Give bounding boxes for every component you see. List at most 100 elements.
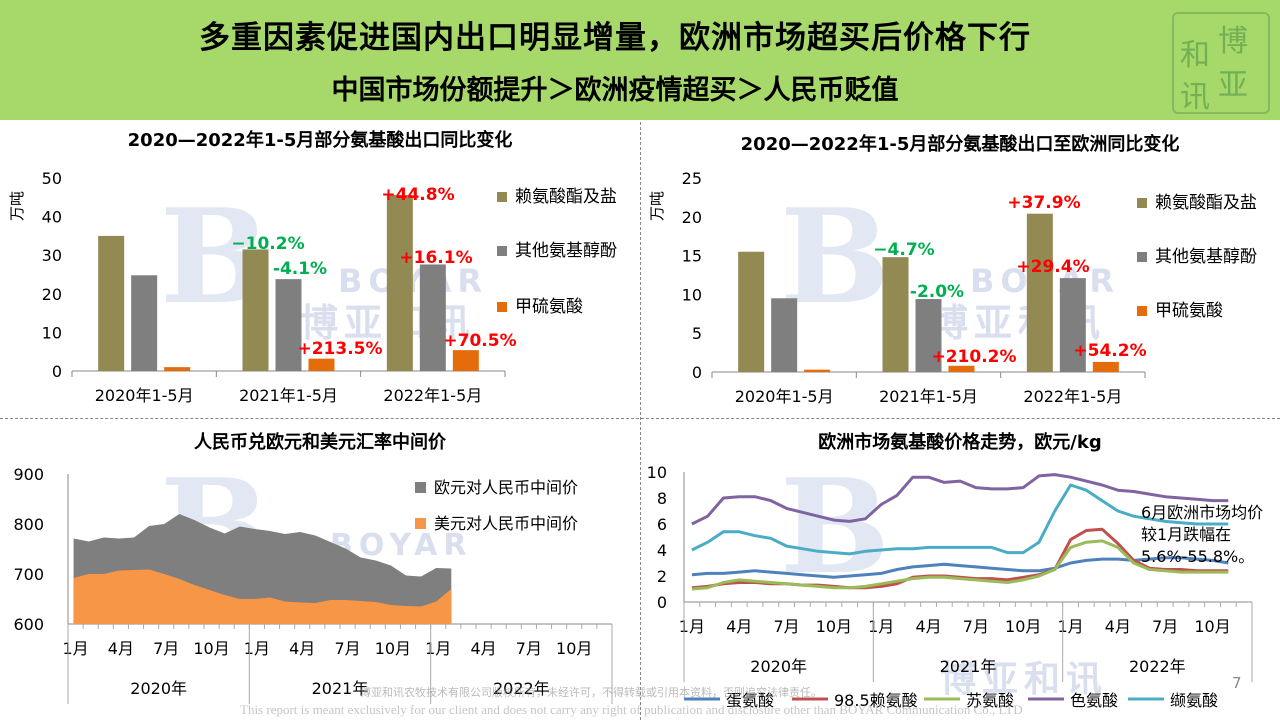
x-tick-label: 2021年1-5月 (239, 386, 338, 405)
year-label: 2020年 (750, 657, 807, 676)
legend-swatch (1137, 252, 1147, 262)
legend-label: 赖氨酸酯及盐 (1155, 193, 1257, 213)
y-tick-label: 8 (657, 489, 667, 508)
x-tick-label: 7月 (516, 639, 542, 658)
year-label: 2022年 (1129, 657, 1186, 676)
watermark-logo-2: B (780, 180, 890, 333)
yoy-annotation: +37.9% (1007, 193, 1080, 213)
x-tick-label: 2021年1-5月 (879, 387, 978, 406)
yoy-annotation: −10.2% (231, 234, 304, 254)
y-tick-label: 0 (657, 593, 667, 612)
bar-2-3 (419, 264, 446, 371)
x-tick-label: 1月 (425, 639, 451, 658)
x-tick-label: 10月 (375, 639, 411, 658)
chart1-bar-chart: 0 10 20 30 40 50 万吨 2020年1-5月 2021年1-5月 2022年1-5月… (8, 169, 617, 405)
y-tick-label: 900 (13, 465, 44, 484)
horizontal-divider (0, 418, 1280, 419)
y-axis-label: 万吨 (648, 191, 666, 221)
series-line-1 (691, 556, 1229, 579)
y-tick-label: 600 (13, 615, 44, 634)
yoy-annotation: -2.0% (910, 282, 964, 302)
x-tick-label: 7月 (963, 617, 989, 636)
bar-3-2 (308, 358, 335, 371)
chart3-title: 人民币兑欧元和美元汇率中间价 (194, 432, 446, 453)
yoy-annotation: -4.1% (273, 259, 327, 279)
yoy-annotation: +213.5% (297, 339, 382, 359)
series-line-4 (691, 473, 1229, 526)
legend-swatch (415, 518, 426, 529)
logo-char-3: 和 (1180, 38, 1210, 73)
y-axis-label: 万吨 (8, 191, 26, 221)
x-tick-label: 7月 (153, 639, 179, 658)
x-tick-label: 10月 (556, 639, 592, 658)
x-tick-label: 2020年1-5月 (735, 387, 834, 406)
x-tick-label: 1月 (1057, 617, 1083, 636)
legend-label: 欧元对人民币中间价 (434, 478, 578, 497)
series-line-5 (691, 483, 1229, 556)
bar-2-2 (915, 299, 942, 372)
bar-1-3 (1026, 213, 1053, 372)
bar-1-2 (882, 257, 909, 372)
y-tick-label: 10 (647, 463, 667, 482)
y-tick-label: 5 (692, 324, 702, 343)
x-tick-label: 7月 (773, 617, 799, 636)
brand-logo: 博 亚 和 讯 (1172, 12, 1270, 115)
x-tick-label: 4月 (470, 639, 496, 658)
legend-label: 甲硫氨酸 (515, 297, 583, 317)
x-tick-label: 7月 (334, 639, 360, 658)
y-tick-label: 6 (657, 515, 667, 534)
x-tick-label: 1月 (679, 617, 705, 636)
legend-swatch (497, 302, 507, 312)
y-tick-label: 40 (42, 208, 62, 227)
x-tick-label: 1月 (62, 639, 88, 658)
yoy-annotation: +210.2% (931, 347, 1016, 367)
y-tick-label: 0 (692, 363, 702, 382)
x-tick-label: 4月 (1105, 617, 1131, 636)
yoy-annotation: +54.2% (1073, 341, 1146, 361)
bar-1-2 (242, 249, 269, 371)
logo-char-2: 亚 (1218, 68, 1248, 103)
y-tick-label: 30 (42, 246, 62, 265)
x-tick-label: 4月 (726, 617, 752, 636)
legend-label: 色氨酸 (1070, 691, 1118, 710)
y-tick-label: 800 (13, 515, 44, 534)
legend-swatch (1137, 198, 1147, 208)
legend-swatch (1137, 306, 1147, 316)
footer-copyright-en: This report is meant exclusively for our… (240, 702, 1023, 717)
bar-1-1 (98, 235, 125, 371)
year-label: 2020年 (130, 679, 187, 698)
header-banner: 多重因素促进国内出口明显增量，欧洲市场超买后价格下行 中国市场份额提升＞欧洲疫情… (0, 0, 1280, 120)
y-tick-label: 2 (657, 567, 667, 586)
legend-label: 美元对人民币中间价 (434, 514, 578, 533)
legend-label: 其他氨基醇酚 (1155, 247, 1257, 267)
y-tick-label: 20 (42, 285, 62, 304)
legend-label: 其他氨基醇酚 (515, 241, 617, 261)
bar-2-1 (771, 298, 798, 372)
bar-1-3 (386, 194, 413, 371)
bar-2-3 (1059, 278, 1086, 372)
yoy-annotation: +44.8% (381, 185, 454, 205)
footer-copyright-cn: 博亚和讯农牧技术有限公司版权所有，未经许可，不得转载或引用本资料，否则追究法律责… (360, 686, 822, 699)
legend-label: 甲硫氨酸 (1155, 301, 1223, 321)
page-number: 7 (1232, 674, 1242, 692)
chart2-bar-chart: 0 5 10 15 20 25 万吨 2020年1-5月 2021年1-5月 2022年1-5月 赖… (648, 169, 1257, 406)
bar-2-2 (275, 279, 302, 371)
y-tick-label: 25 (682, 169, 702, 188)
year-label: 2021年 (940, 657, 997, 676)
y-tick-label: 10 (42, 323, 62, 342)
year-label: 2022年 (493, 679, 550, 698)
x-tick-label: 4月 (289, 639, 315, 658)
chart3-area-chart: 600 700 800 900 1月 4月 7月 10月 1月 4月 7月 10月 1月 4月 7月 10月 2… (13, 465, 613, 704)
year-label: 2021年 (312, 679, 369, 698)
yoy-annotation: +29.4% (1016, 257, 1089, 277)
area-usd (73, 569, 452, 624)
chart4-title: 欧洲市场氨基酸价格走势，欧元/kg (818, 432, 1102, 453)
x-tick-label: 1月 (244, 639, 270, 658)
watermark-brand-cn-4: 博亚和讯 (940, 659, 1109, 700)
vertical-divider (640, 122, 641, 720)
y-tick-label: 0 (52, 362, 62, 381)
x-tick-label: 2020年1-5月 (95, 386, 194, 405)
yoy-annotation: +16.1% (399, 248, 472, 268)
y-tick-label: 10 (682, 285, 702, 304)
y-tick-label: 20 (682, 208, 702, 227)
